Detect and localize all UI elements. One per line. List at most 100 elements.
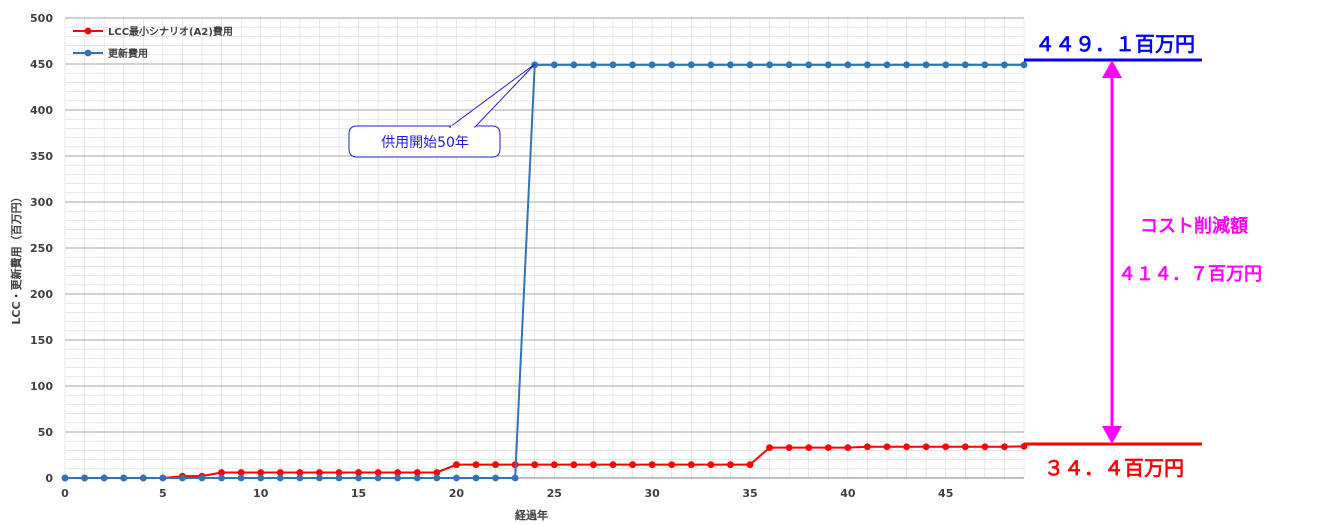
axes: 0 50 100 150 200 250 300 350 400 450 500 0 5 10 15 20 25… [9, 12, 1024, 522]
data-point [766, 444, 773, 452]
x-tick-label: 15 [351, 487, 366, 500]
data-point [609, 61, 617, 69]
legend-item-1: LCC最小シナリオ(A2)費用 [73, 25, 233, 38]
x-tick-label: 10 [253, 487, 269, 500]
data-point [257, 469, 265, 476]
y-tick-label: 350 [30, 150, 53, 163]
data-point [629, 461, 636, 469]
series-2 [61, 61, 1028, 482]
data-point [707, 461, 715, 469]
legend-swatch-marker [84, 49, 92, 57]
data-point [511, 474, 519, 482]
data-point [922, 443, 930, 451]
data-point [981, 61, 989, 69]
data-point [805, 61, 813, 69]
data-point [1001, 443, 1008, 451]
y-tick-label: 300 [30, 196, 53, 209]
y-tick-label: 450 [30, 58, 53, 71]
x-tick-label: 20 [449, 487, 465, 500]
data-point [687, 461, 695, 469]
data-point [961, 61, 969, 69]
data-point [218, 474, 225, 482]
data-point [785, 61, 793, 69]
data-point [276, 469, 284, 476]
data-point [805, 444, 813, 452]
data-point [687, 61, 695, 69]
x-axis-title: 経過年 [515, 508, 548, 522]
callout: 供用開始50年 [348, 63, 536, 158]
data-point [394, 474, 402, 482]
data-point [198, 474, 206, 482]
y-tick-label: 200 [30, 288, 53, 301]
data-point [374, 469, 382, 476]
legend-label: 更新費用 [108, 47, 148, 60]
data-point [629, 61, 636, 69]
y-tick-label: 50 [38, 426, 54, 439]
series-line [65, 445, 1025, 479]
data-point [785, 444, 793, 452]
y-tick-label: 500 [30, 12, 53, 25]
x-tick-label: 0 [61, 487, 69, 500]
data-point [218, 469, 225, 476]
data-point [766, 61, 773, 69]
data-point [746, 461, 754, 469]
data-point [276, 474, 284, 482]
data-point [668, 61, 676, 69]
data-point [864, 61, 871, 69]
legend-item-2: 更新費用 [73, 47, 148, 60]
data-point [648, 61, 656, 69]
callout-box [348, 125, 501, 158]
data-point [844, 444, 852, 452]
data-point [159, 474, 167, 482]
data-point [531, 461, 539, 469]
data-point [179, 474, 186, 482]
data-point [1001, 61, 1008, 69]
series [61, 61, 1028, 482]
x-tick-label: 40 [840, 487, 856, 500]
data-point [824, 61, 832, 69]
data-point [100, 474, 108, 482]
legend-swatch-marker [84, 27, 92, 35]
data-point [335, 474, 343, 482]
x-tick-label: 5 [159, 487, 167, 500]
data-point [237, 474, 245, 482]
bottom-value-label: ３４．４百万円 [1044, 456, 1184, 480]
y-axis-title: LCC・更新費用（百万円） [9, 191, 23, 324]
data-point [903, 443, 910, 451]
data-point [453, 474, 460, 482]
reduction-arrow-head-bottom [1102, 426, 1122, 444]
annotations: ４４９．１百万円 ３４．４百万円 コスト削減額 ４１４．７百万円 [1024, 32, 1262, 480]
data-point [590, 461, 597, 469]
data-point [237, 469, 245, 476]
data-point [570, 61, 578, 69]
y-tick-label: 250 [30, 242, 53, 255]
legend-label: LCC最小シナリオ(A2)費用 [108, 25, 233, 38]
data-point [355, 469, 362, 476]
data-point [1020, 61, 1028, 69]
reduction-value: ４１４．７百万円 [1118, 264, 1262, 285]
data-point [903, 61, 910, 69]
data-point [942, 443, 950, 451]
data-point [727, 61, 734, 69]
callout-label: 供用開始50年 [381, 135, 469, 151]
data-point [472, 474, 480, 482]
data-point [883, 61, 891, 69]
data-point [727, 461, 734, 469]
data-point [296, 469, 304, 476]
data-point [492, 474, 499, 482]
x-tick-label: 45 [938, 487, 953, 500]
data-point [922, 61, 930, 69]
y-tick-label: 0 [45, 472, 53, 485]
data-point [81, 474, 88, 482]
data-point [942, 61, 950, 69]
data-point [61, 474, 69, 482]
data-point [746, 61, 754, 69]
data-point [433, 474, 441, 482]
x-tick-label: 30 [644, 487, 660, 500]
x-tick-label: 35 [742, 487, 757, 500]
data-point [472, 461, 480, 469]
data-point [335, 469, 343, 476]
y-tick-label: 100 [30, 380, 53, 393]
